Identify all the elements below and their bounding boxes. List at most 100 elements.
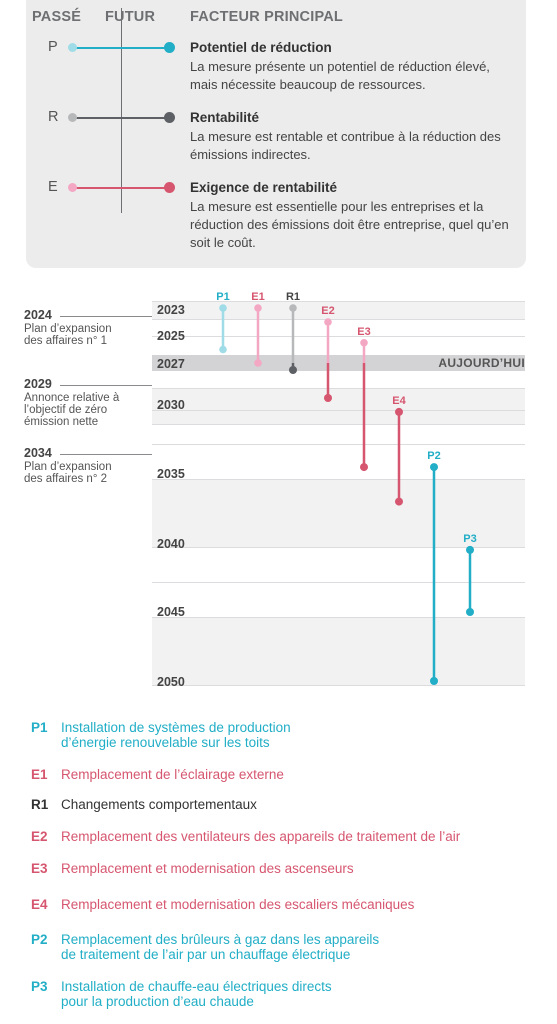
measure-list-code: E2 xyxy=(31,829,48,844)
year-label-2040: 2040 xyxy=(157,537,185,551)
header-past: PASSÉ xyxy=(32,9,82,25)
header-future: FUTUR xyxy=(105,9,156,25)
measure-bar-p3: P3 xyxy=(463,533,477,616)
measure-list-text: Installation de chauffe-eau électriques … xyxy=(61,979,332,1009)
gridline xyxy=(152,410,525,411)
measure-start-dot xyxy=(219,304,227,312)
legend-title-p: Potentiel de réduction xyxy=(190,40,332,55)
legend-future-dot-e xyxy=(164,182,175,193)
measure-code-label: P3 xyxy=(463,533,476,545)
year-label-2027: 2027 xyxy=(157,357,185,371)
legend-panel: PASSÉ FUTUR FACTEUR PRINCIPAL P Potentie… xyxy=(26,0,526,268)
measure-end-dot xyxy=(466,608,474,616)
measure-start-dot xyxy=(360,338,368,347)
event-text-2034: Plan d’expansion des affaires n° 2 xyxy=(24,461,112,485)
measure-start-dot xyxy=(289,304,297,312)
gridline xyxy=(152,301,525,302)
measure-start-dot xyxy=(430,463,438,472)
year-label-2050: 2050 xyxy=(157,675,185,689)
year-label-2035: 2035 xyxy=(157,467,185,481)
measure-bar-e2: E2 xyxy=(321,305,335,402)
measure-list-code: P2 xyxy=(31,932,48,947)
measure-end-dot xyxy=(430,677,438,685)
measure-end-dot xyxy=(395,497,403,506)
band-2030 xyxy=(152,388,525,424)
today-band xyxy=(152,355,525,371)
legend-desc-p: La mesure présente un potentiel de réduc… xyxy=(190,59,490,92)
gridline xyxy=(152,685,525,686)
band-2045 xyxy=(152,617,525,685)
measure-code-label: E2 xyxy=(321,305,334,317)
measure-code-label: R1 xyxy=(286,291,300,303)
measure-list-code: E1 xyxy=(31,767,48,782)
legend-title-r: Rentabilité xyxy=(190,110,260,125)
measure-bar-p1: P1 xyxy=(216,291,230,354)
measure-code-label: E3 xyxy=(357,326,370,338)
gridline xyxy=(152,444,525,445)
legend-past-dot-e xyxy=(68,183,77,192)
measure-code-label: P1 xyxy=(216,291,229,303)
measure-list-text: Remplacement et modernisation des escali… xyxy=(61,897,415,912)
measure-start-dot xyxy=(324,318,332,326)
event-year-2034: 2034 xyxy=(24,446,52,460)
measure-end-dot xyxy=(219,345,227,354)
measure-list-text: Remplacement des ventilateurs des appare… xyxy=(61,829,461,844)
measure-start-dot xyxy=(466,545,474,554)
gridline xyxy=(152,547,525,548)
measure-code-label: E4 xyxy=(392,395,406,407)
year-label-2045: 2045 xyxy=(157,605,185,619)
measure-list-text: Changements comportementaux xyxy=(61,797,257,812)
measure-list-code: R1 xyxy=(31,797,49,812)
measure-list-code: E3 xyxy=(31,861,48,876)
event-year-2029: 2029 xyxy=(24,377,52,391)
event-year-2024: 2024 xyxy=(24,308,52,322)
legend-line-e xyxy=(71,187,169,189)
gridline xyxy=(152,424,525,425)
measure-list-code: P1 xyxy=(31,720,48,735)
legend-future-dot-r xyxy=(164,112,175,123)
measure-start-dot xyxy=(395,407,403,416)
measure-list-code: P3 xyxy=(31,979,48,994)
header-factor: FACTEUR PRINCIPAL xyxy=(190,9,343,25)
year-label-2030: 2030 xyxy=(157,398,185,412)
measure-start-dot xyxy=(254,304,262,312)
legend-letter-p: P xyxy=(48,39,58,55)
event-text-2029: Annonce relative à l’objectif de zéro ém… xyxy=(24,392,120,428)
measure-bar-p2: P2 xyxy=(427,450,441,685)
legend-line-p xyxy=(71,47,169,49)
legend-title-e: Exigence de rentabilité xyxy=(190,180,338,195)
gridline xyxy=(152,582,525,583)
gridline xyxy=(152,479,525,480)
measure-end-dot xyxy=(324,394,332,402)
measure-bar-e4: E4 xyxy=(392,395,407,506)
legend-line-r xyxy=(71,117,169,119)
legend-letter-e: E xyxy=(48,179,58,195)
measure-list-text: Remplacement des brûleurs à gaz dans les… xyxy=(61,932,380,962)
measure-bar-e3: E3 xyxy=(357,326,371,472)
today-label: AUJOURD’HUI xyxy=(438,356,525,370)
legend-past-dot-p xyxy=(68,43,77,52)
measure-list-text: Installation de systèmes de production d… xyxy=(61,720,291,750)
measure-end-dot xyxy=(254,359,262,367)
measure-code-label: P2 xyxy=(427,450,440,462)
year-label-2025: 2025 xyxy=(157,329,185,343)
band-2035 xyxy=(152,479,525,547)
measure-bar-e1: E1 xyxy=(251,291,265,367)
legend-desc-r: La mesure est rentable et contribue à la… xyxy=(190,129,501,162)
event-text-2024: Plan d’expansion des affaires n° 1 xyxy=(24,323,112,347)
legend-desc-e: La mesure est essentielle pour les entre… xyxy=(190,199,509,250)
measure-list-text: Remplacement et modernisation des ascens… xyxy=(61,861,354,876)
year-label-2023: 2023 xyxy=(157,303,185,317)
band-2023 xyxy=(152,301,525,319)
gridline xyxy=(152,388,525,389)
gridline xyxy=(152,336,525,337)
legend-letter-r: R xyxy=(48,109,59,125)
event-connector xyxy=(60,385,152,386)
measure-end-dot xyxy=(289,366,297,374)
measure-list-text: Remplacement de l’éclairage externe xyxy=(61,767,284,782)
measure-code-label: E1 xyxy=(251,291,264,303)
gridline xyxy=(152,319,525,320)
event-connector xyxy=(60,316,152,317)
past-future-divider xyxy=(121,8,122,213)
